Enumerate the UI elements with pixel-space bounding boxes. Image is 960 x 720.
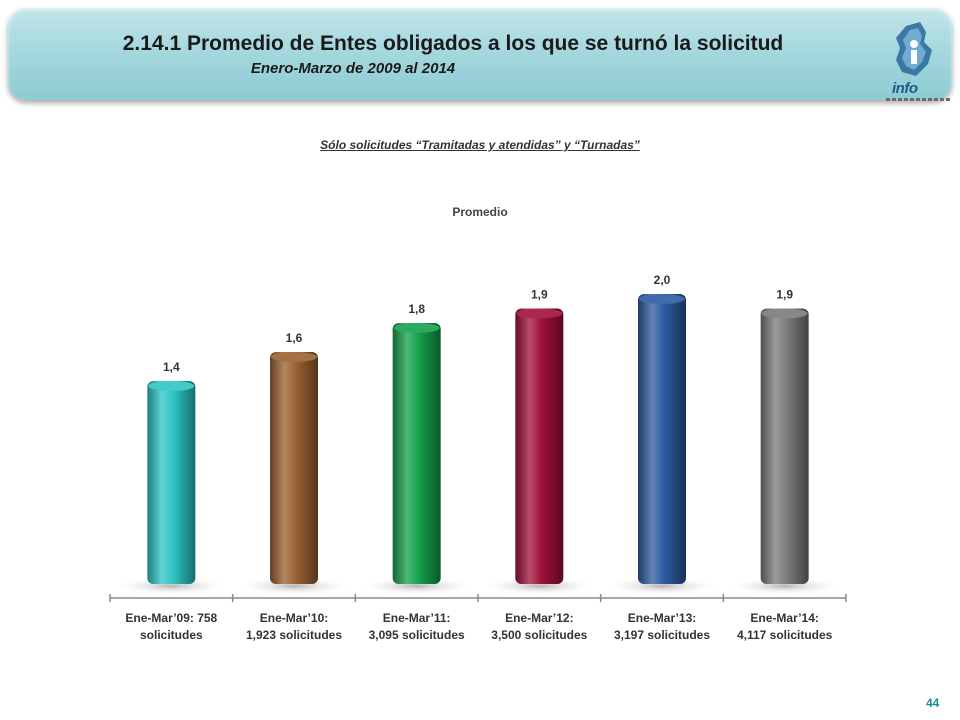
info-logo: info (876, 20, 952, 102)
logo-caption (886, 98, 950, 101)
bar-shadow (113, 577, 230, 595)
category-label-line: 4,117 solicitudes (736, 628, 833, 642)
category-label-line: Ene-Mar’11: (382, 611, 451, 625)
category-label-line: 3,095 solicitudes (368, 628, 465, 642)
category-label-line: Ene-Mar’12: (505, 611, 574, 625)
category-label-line: Ene-Mar’14: (750, 611, 819, 625)
bar-cap-2 (393, 323, 440, 333)
category-label-2: Ene-Mar’11: 3,095 solicitudes (356, 610, 478, 644)
chart-title: Promedio (452, 205, 508, 219)
data-label-1: 1,6 (286, 331, 303, 345)
info-logo-icon (896, 22, 932, 76)
bar-2 (392, 323, 441, 584)
category-label-line: 3,500 solicitudes (491, 628, 588, 642)
data-label-0: 1,4 (163, 360, 180, 374)
bar-cap-1 (271, 352, 317, 362)
data-label-4: 2,0 (654, 273, 671, 287)
category-label-line: Ene-Mar’13: (627, 611, 697, 625)
header-banner: 2.14.1 Promedio de Entes obligados a los… (8, 8, 952, 102)
chart-subtitle: Sólo solicitudes “Tramitadas y atendidas… (320, 138, 640, 152)
page-subtitle: Enero-Marzo de 2009 al 2014 (250, 60, 456, 77)
bar-shadow (604, 577, 720, 595)
data-label-3: 1,9 (531, 288, 548, 302)
bar-shadow (726, 577, 843, 595)
bar-cap-5 (761, 308, 808, 319)
bar-shadow (481, 577, 598, 595)
category-label-4: Ene-Mar’13: 3,197 solicitudes (601, 610, 723, 644)
category-label-1: Ene-Mar’10: 1,923 solicitudes (233, 610, 355, 644)
category-label-5: Ene-Mar’14: 4,117 solicitudes (724, 610, 846, 644)
category-label-3: Ene-Mar’12: 3,500 solicitudes (478, 610, 600, 644)
bar-shadow (358, 577, 475, 595)
category-label-line: solicitudes (139, 628, 203, 642)
bar-0 (147, 381, 196, 584)
category-label-line: Ene-Mar’10: (259, 611, 329, 625)
bar-1 (270, 352, 318, 584)
category-label-line: Ene-Mar’09: 758 (125, 611, 218, 625)
page-title: 2.14.1 Promedio de Entes obligados a los… (122, 32, 784, 55)
bar-3 (515, 308, 564, 584)
bar-cap-4 (639, 294, 685, 304)
category-label-line: 3,197 solicitudes (613, 628, 711, 642)
bar-4 (638, 294, 686, 584)
data-label-5: 1,9 (776, 288, 793, 302)
bar-shadow (236, 577, 352, 595)
logo-text: info (892, 80, 918, 97)
category-label-line: 1,923 solicitudes (245, 628, 343, 642)
bar-cap-3 (516, 308, 563, 319)
category-label-0: Ene-Mar’09: 758 solicitudes (110, 610, 232, 644)
bar-5 (760, 308, 809, 584)
bar-cap-0 (148, 381, 195, 391)
data-label-2: 1,8 (408, 302, 425, 316)
page-number: 44 (926, 696, 940, 710)
